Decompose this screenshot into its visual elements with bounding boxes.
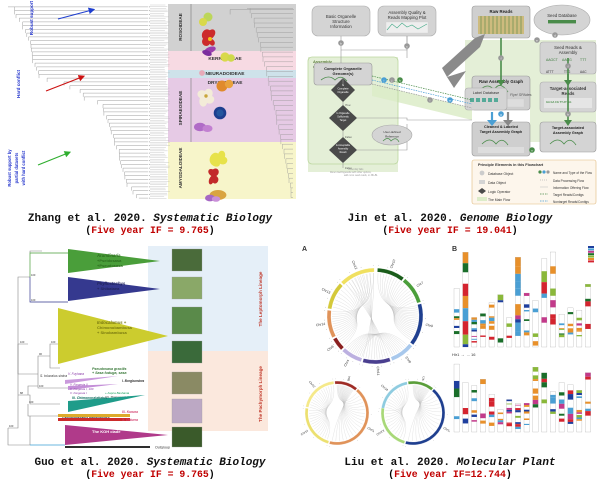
svg-text:User-defined: User-defined bbox=[383, 130, 401, 134]
svg-text:True: True bbox=[345, 103, 351, 107]
svg-text:Organelle: Organelle bbox=[337, 90, 349, 94]
svg-text:Complete: Complete bbox=[337, 87, 349, 91]
svg-text:+ Shibataea: + Shibataea bbox=[97, 286, 120, 291]
svg-text:AAC: AAC bbox=[580, 70, 587, 74]
svg-text:Data Object: Data Object bbox=[488, 181, 506, 185]
svg-text:SPIRAEOIDEAE: SPIRAEOIDEAE bbox=[178, 91, 183, 126]
svg-text:TTT: TTT bbox=[580, 58, 586, 62]
svg-text:V. Fuyhana: V. Fuyhana bbox=[68, 372, 84, 376]
svg-text:III. Chimonocalatiatus: III. Chimonocalatiatus bbox=[72, 396, 107, 400]
svg-text:Robust support by: Robust support by bbox=[7, 149, 12, 187]
svg-text:Chr15: Chr15 bbox=[421, 376, 427, 381]
svg-text:S. tolucalus sinica: S. tolucalus sinica bbox=[40, 374, 67, 378]
svg-text:Label Database: Label Database bbox=[473, 91, 500, 95]
svg-text:Outgroup: Outgroup bbox=[155, 446, 170, 450]
svg-text:Principle Elements in this Flo: Principle Elements in this Flowchart bbox=[478, 163, 544, 167]
svg-text:Logic Operator: Logic Operator bbox=[488, 190, 511, 194]
svg-text:add more seed reads, or PE-BL: add more seed reads, or PE-BL bbox=[344, 174, 378, 177]
svg-text:Chr9: Chr9 bbox=[425, 323, 433, 328]
svg-text:AAGCT: AAGCT bbox=[546, 58, 558, 62]
svg-text:100: 100 bbox=[31, 298, 36, 302]
svg-text:The Leptomorph Lineage: The Leptomorph Lineage bbox=[258, 271, 263, 326]
svg-text:100: 100 bbox=[51, 340, 56, 344]
svg-text:100: 100 bbox=[20, 340, 25, 344]
svg-text:Chr10: Chr10 bbox=[389, 259, 396, 269]
svg-text:Chr02: Chr02 bbox=[367, 426, 374, 433]
svg-text:Chr08: Chr08 bbox=[346, 376, 352, 382]
svg-text:Hard conflict: Hard conflict bbox=[16, 69, 21, 98]
svg-text:X. Olduera: X. Olduera bbox=[121, 418, 138, 422]
svg-text:Chr12: Chr12 bbox=[308, 380, 317, 389]
svg-text:Chr6: Chr6 bbox=[326, 344, 334, 352]
svg-text:partial datasets: partial datasets bbox=[14, 152, 19, 183]
svg-text:Chr13: Chr13 bbox=[321, 287, 331, 295]
svg-text:100: 100 bbox=[31, 273, 36, 277]
svg-text:Target Assembly Graph: Target Assembly Graph bbox=[480, 130, 523, 134]
svg-text:Genome(s): Genome(s) bbox=[333, 71, 355, 76]
svg-text:100: 100 bbox=[29, 400, 34, 404]
svg-text:Chr11: Chr11 bbox=[376, 366, 380, 375]
svg-text:Target: Target bbox=[340, 119, 347, 122]
svg-text:AAGG: AAGG bbox=[562, 58, 572, 62]
svg-text:Result: Result bbox=[340, 151, 347, 154]
svg-text:100: 100 bbox=[9, 424, 14, 428]
svg-text:88: 88 bbox=[20, 391, 23, 395]
svg-text:Assembly: Assembly bbox=[559, 50, 578, 55]
svg-text:I. Borgbambos: I. Borgbambos bbox=[122, 379, 145, 383]
svg-text:Target-associated: Target-associated bbox=[552, 126, 585, 130]
svg-text:Database Object: Database Object bbox=[488, 172, 513, 176]
svg-text:96: 96 bbox=[39, 352, 42, 356]
svg-text:Raw Reads: Raw Reads bbox=[490, 9, 514, 14]
svg-text:Nontarget Reads/Contigs: Nontarget Reads/Contigs bbox=[553, 200, 589, 204]
svg-text:The Pachymorph Lineage: The Pachymorph Lineage bbox=[258, 366, 263, 422]
svg-text:Reads Mapping Plot: Reads Mapping Plot bbox=[388, 15, 428, 20]
svg-text:IX. Kuruna: IX. Kuruna bbox=[122, 410, 138, 414]
svg-text:V. Fargesia I: V. Fargesia I bbox=[70, 391, 87, 395]
svg-text:Chr14: Chr14 bbox=[300, 429, 309, 437]
svg-text:Flye/ SPAdes: Flye/ SPAdes bbox=[510, 93, 532, 97]
svg-text:Seed Database: Seed Database bbox=[547, 13, 577, 18]
svg-text:Chr18: Chr18 bbox=[380, 384, 389, 393]
svg-text:Chr7: Chr7 bbox=[416, 281, 424, 288]
svg-text:Target Reads/Contigs: Target Reads/Contigs bbox=[553, 193, 584, 197]
svg-text:Chr13: Chr13 bbox=[443, 426, 450, 433]
svg-text:The KOH clade: The KOH clade bbox=[92, 429, 121, 434]
svg-text:+Pseudosasa: +Pseudosasa bbox=[97, 263, 123, 268]
svg-text:Information: Information bbox=[330, 24, 352, 29]
svg-text:Chr4: Chr4 bbox=[343, 359, 350, 367]
svg-text:+ Sinobambusa: + Sinobambusa bbox=[97, 330, 127, 335]
svg-text:Chr12: Chr12 bbox=[351, 260, 358, 270]
svg-text:V. Fargesia II: V. Fargesia II bbox=[70, 383, 88, 387]
svg-text:100: 100 bbox=[39, 384, 44, 388]
svg-text:Name and Type of the Flow: Name and Type of the Flow bbox=[553, 171, 593, 175]
svg-text:AMYGDALOIDEAE: AMYGDALOIDEAE bbox=[178, 148, 183, 189]
svg-text:Cleaned & Labeled: Cleaned & Labeled bbox=[484, 125, 519, 129]
svg-text:+ Sasa fuduga, sasa: + Sasa fuduga, sasa bbox=[92, 371, 126, 375]
svg-text:ChrXX: ChrXX bbox=[376, 429, 385, 437]
svg-text:Reference: Reference bbox=[385, 135, 399, 139]
svg-text:False: False bbox=[345, 135, 352, 139]
svg-text:with hard conflict: with hard conflict bbox=[21, 150, 26, 186]
svg-text:Chr14: Chr14 bbox=[316, 322, 326, 328]
svg-text:Information Offering Flow: Information Offering Flow bbox=[553, 186, 589, 190]
svg-text:Robust support: Robust support bbox=[29, 0, 34, 35]
svg-text:Assembly Graph: Assembly Graph bbox=[553, 131, 584, 135]
svg-text:NEURADOIDEAE: NEURADOIDEAE bbox=[206, 71, 246, 77]
svg-text:ROSOIDEAE: ROSOIDEAE bbox=[178, 13, 183, 41]
svg-text:ATTT: ATTT bbox=[546, 70, 554, 74]
svg-text:Chr8: Chr8 bbox=[404, 356, 412, 364]
svg-text:The Main Flow: The Main Flow bbox=[488, 198, 511, 202]
svg-text:Data Processing Flow: Data Processing Flow bbox=[553, 179, 585, 183]
